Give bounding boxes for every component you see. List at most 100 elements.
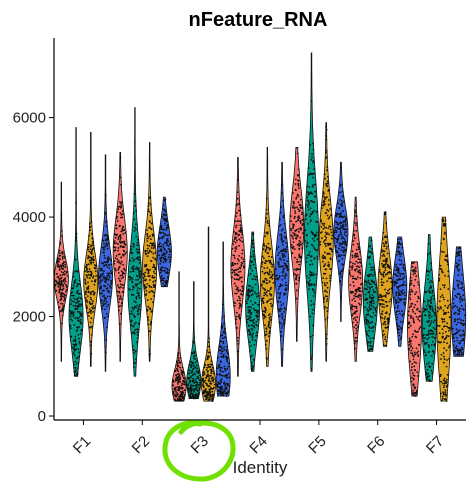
jitter-point — [359, 269, 361, 272]
jitter-point — [325, 236, 328, 239]
jitter-point — [252, 307, 255, 310]
jitter-point — [325, 157, 327, 160]
jitter-point — [116, 211, 119, 213]
jitter-point — [384, 260, 387, 262]
jitter-point — [139, 270, 142, 273]
jitter-point — [87, 311, 90, 314]
jitter-point — [162, 243, 165, 246]
jitter-point — [58, 252, 61, 255]
jitter-point — [290, 234, 293, 237]
jitter-point — [211, 379, 214, 382]
jitter-point — [431, 362, 433, 365]
jitter-point — [291, 252, 294, 255]
jitter-point — [154, 272, 156, 275]
jitter-point — [355, 260, 358, 263]
jitter-point — [307, 191, 309, 194]
jitter-point — [296, 174, 299, 177]
jitter-point — [281, 241, 284, 244]
jitter-point — [182, 380, 184, 382]
jitter-point — [266, 212, 268, 215]
jitter-point — [458, 252, 461, 254]
violin-f2-2 — [127, 107, 143, 377]
jitter-point — [373, 282, 376, 285]
jitter-point — [443, 384, 446, 387]
jitter-point — [74, 202, 77, 204]
jitter-point — [106, 265, 109, 268]
jitter-point — [248, 341, 251, 343]
jitter-point — [427, 303, 429, 306]
jitter-point — [179, 378, 181, 381]
jitter-point — [410, 288, 413, 291]
jitter-point — [312, 142, 314, 145]
jitter-point — [305, 275, 308, 278]
jitter-point — [382, 295, 384, 297]
jitter-point — [225, 348, 228, 351]
jitter-point — [386, 280, 389, 283]
jitter-point — [137, 287, 139, 289]
jitter-point — [325, 300, 328, 303]
jitter-point — [294, 212, 297, 215]
jitter-point — [176, 389, 179, 391]
jitter-point — [354, 263, 356, 265]
jitter-point — [241, 289, 244, 292]
jitter-point — [403, 291, 406, 294]
jitter-point — [299, 222, 302, 224]
jitter-point — [370, 266, 373, 269]
jitter-point — [407, 314, 410, 317]
jitter-point — [102, 273, 104, 275]
jitter-point — [387, 289, 389, 292]
jitter-point — [329, 228, 332, 231]
jitter-point — [102, 277, 105, 279]
jitter-point — [157, 245, 160, 248]
jitter-point — [285, 250, 288, 253]
jitter-point — [353, 326, 356, 328]
jitter-point — [92, 305, 95, 307]
jitter-point — [424, 366, 427, 368]
jitter-point — [227, 362, 230, 365]
jitter-point — [201, 378, 204, 380]
jitter-point — [342, 220, 345, 223]
jitter-point — [408, 326, 410, 329]
jitter-point — [115, 242, 118, 245]
jitter-point — [296, 206, 298, 209]
jitter-point — [458, 268, 460, 271]
jitter-point — [310, 219, 312, 221]
jitter-point — [414, 395, 417, 397]
jitter-point — [443, 341, 445, 344]
jitter-point — [334, 246, 337, 249]
jitter-point — [323, 251, 326, 254]
jitter-point — [352, 281, 355, 284]
jitter-point — [448, 329, 450, 332]
jitter-point — [382, 281, 385, 284]
jitter-point — [295, 197, 297, 200]
jitter-point — [311, 192, 314, 195]
jitter-point — [396, 281, 398, 284]
jitter-point — [341, 200, 343, 203]
jitter-point — [387, 318, 390, 321]
jitter-point — [458, 293, 461, 295]
jitter-point — [255, 323, 257, 326]
jitter-point — [267, 272, 269, 275]
jitter-point — [58, 249, 61, 252]
jitter-point — [81, 315, 83, 317]
jitter-point — [246, 321, 249, 324]
jitter-point — [150, 260, 153, 262]
jitter-point — [369, 340, 372, 343]
jitter-point — [286, 284, 288, 287]
jitter-point — [220, 378, 223, 381]
jitter-point — [270, 271, 273, 273]
jitter-point — [443, 377, 446, 380]
jitter-point — [222, 337, 224, 340]
jitter-point — [223, 368, 226, 370]
jitter-point — [61, 230, 63, 232]
jitter-point — [237, 342, 240, 345]
jitter-point — [402, 292, 404, 295]
jitter-point — [413, 321, 415, 324]
jitter-point — [443, 382, 446, 384]
jitter-point — [463, 323, 466, 326]
jitter-point — [189, 381, 191, 384]
jitter-point — [251, 233, 254, 236]
jitter-point — [103, 289, 105, 292]
jitter-point — [279, 211, 282, 214]
jitter-point — [439, 306, 442, 308]
